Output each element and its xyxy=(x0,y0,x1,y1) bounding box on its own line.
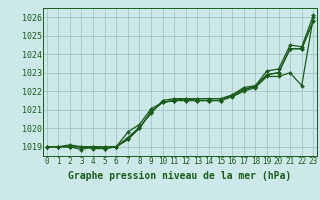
X-axis label: Graphe pression niveau de la mer (hPa): Graphe pression niveau de la mer (hPa) xyxy=(68,171,292,181)
